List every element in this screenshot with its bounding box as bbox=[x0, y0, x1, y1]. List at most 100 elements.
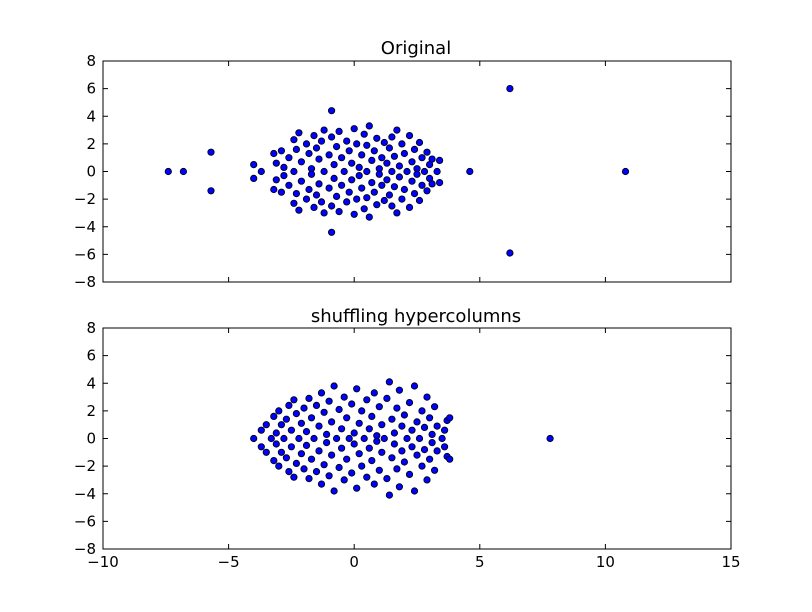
data-point bbox=[398, 140, 406, 148]
data-point bbox=[415, 434, 424, 443]
data-point bbox=[350, 429, 358, 437]
y-tick-label: 4 bbox=[86, 107, 96, 125]
data-point bbox=[375, 403, 383, 411]
data-point bbox=[358, 407, 366, 415]
data-point bbox=[621, 167, 630, 176]
scatter-points bbox=[250, 378, 554, 499]
data-point bbox=[355, 450, 363, 458]
data-point bbox=[287, 426, 295, 434]
data-point bbox=[383, 159, 391, 167]
data-point bbox=[350, 440, 358, 448]
subplot-title: Original bbox=[381, 38, 451, 59]
data-point bbox=[378, 154, 386, 162]
data-point bbox=[405, 132, 414, 140]
data-point bbox=[305, 149, 313, 158]
data-point bbox=[312, 191, 321, 199]
data-point bbox=[250, 434, 258, 443]
data-point bbox=[363, 473, 371, 481]
data-point bbox=[378, 448, 386, 456]
data-point bbox=[385, 144, 393, 152]
data-point bbox=[340, 167, 348, 176]
y-tick-label: −8 bbox=[74, 540, 96, 558]
data-point bbox=[315, 447, 323, 455]
data-point bbox=[408, 177, 416, 185]
y-tick-label: 6 bbox=[86, 80, 96, 98]
data-point bbox=[345, 147, 353, 155]
axis-ticks: −8 −6 −4 −2 0 2 4 6 8 bbox=[74, 52, 732, 291]
data-point bbox=[282, 454, 290, 462]
data-point bbox=[368, 179, 376, 187]
data-point bbox=[410, 487, 419, 495]
data-point bbox=[378, 421, 386, 429]
data-point bbox=[375, 170, 383, 178]
data-point bbox=[290, 473, 298, 481]
data-point bbox=[320, 209, 328, 217]
data-point bbox=[353, 140, 361, 148]
data-point bbox=[368, 456, 376, 465]
data-point bbox=[272, 159, 280, 167]
data-point bbox=[385, 378, 393, 386]
data-point bbox=[305, 474, 313, 483]
y-tick-label: 2 bbox=[86, 402, 96, 420]
data-point bbox=[307, 455, 316, 463]
data-point bbox=[355, 172, 363, 180]
data-point bbox=[420, 445, 429, 454]
data-point bbox=[365, 213, 373, 221]
data-point bbox=[337, 425, 346, 433]
data-point bbox=[262, 421, 270, 429]
data-point bbox=[297, 419, 305, 427]
data-point bbox=[380, 434, 388, 443]
data-point bbox=[400, 185, 408, 194]
data-point bbox=[415, 196, 424, 205]
data-point bbox=[373, 437, 381, 445]
data-point bbox=[325, 184, 333, 192]
y-tick-label: 6 bbox=[86, 347, 96, 365]
data-point bbox=[388, 202, 396, 210]
data-point bbox=[300, 465, 308, 473]
data-point bbox=[257, 443, 265, 451]
data-point bbox=[257, 167, 265, 176]
data-point bbox=[348, 469, 356, 477]
data-point bbox=[164, 167, 172, 176]
data-point bbox=[267, 434, 275, 443]
data-point bbox=[302, 195, 311, 203]
data-point bbox=[355, 419, 363, 427]
data-point bbox=[325, 472, 333, 480]
data-point bbox=[466, 167, 474, 176]
data-point bbox=[330, 161, 338, 169]
data-point bbox=[400, 411, 408, 419]
data-point bbox=[322, 430, 331, 438]
data-point bbox=[435, 179, 444, 187]
data-point bbox=[420, 423, 429, 431]
data-point bbox=[423, 476, 431, 484]
data-point bbox=[370, 188, 378, 196]
data-point bbox=[365, 425, 373, 433]
data-point bbox=[446, 455, 454, 463]
x-tick-label: −5 bbox=[218, 553, 240, 571]
data-point bbox=[305, 394, 313, 402]
y-tick-label: 4 bbox=[86, 374, 96, 392]
data-point bbox=[353, 484, 361, 492]
data-point bbox=[418, 181, 426, 189]
data-point bbox=[353, 195, 361, 203]
data-point bbox=[327, 228, 336, 236]
data-point bbox=[363, 194, 371, 202]
data-point bbox=[310, 132, 318, 140]
data-point bbox=[413, 418, 421, 426]
data-point bbox=[322, 438, 331, 447]
data-point bbox=[353, 385, 361, 393]
data-point bbox=[418, 407, 426, 415]
data-point bbox=[358, 462, 366, 470]
y-tick-label: 8 bbox=[86, 52, 96, 70]
data-point bbox=[292, 190, 300, 198]
data-point bbox=[297, 158, 305, 166]
x-tick-label: 5 bbox=[475, 553, 485, 571]
x-tick-label: −10 bbox=[87, 553, 119, 571]
data-point bbox=[325, 397, 333, 405]
data-point bbox=[405, 398, 414, 407]
data-point bbox=[433, 422, 441, 430]
data-point bbox=[413, 170, 421, 178]
data-point bbox=[395, 386, 403, 394]
data-point bbox=[390, 429, 398, 437]
